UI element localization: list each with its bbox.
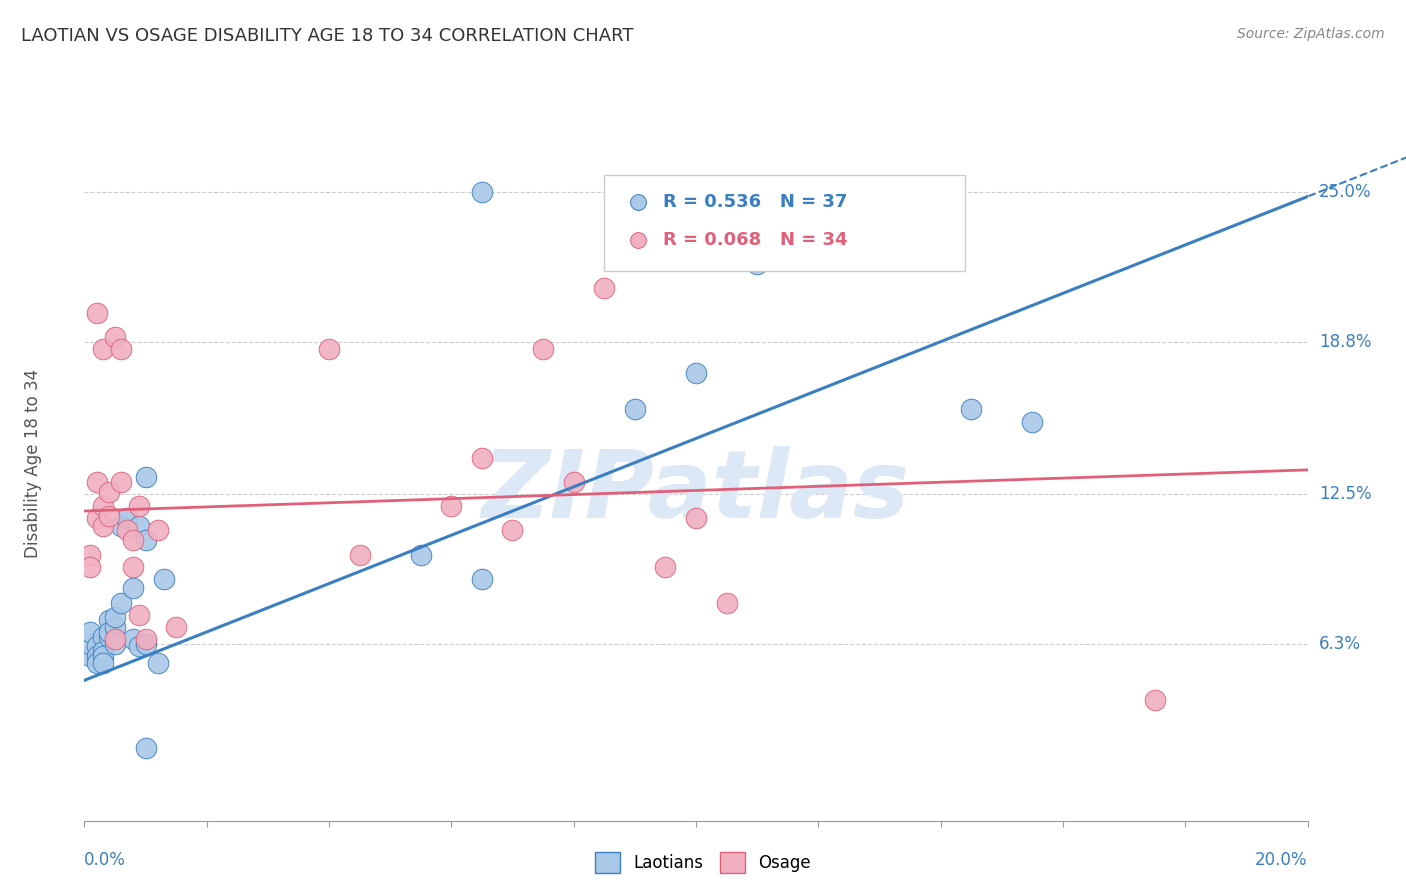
Point	[471, 572, 494, 586]
Point	[531, 342, 554, 356]
Text: R = 0.536   N = 37: R = 0.536 N = 37	[664, 193, 848, 211]
Point	[79, 637, 101, 651]
Point	[135, 741, 157, 756]
Point	[91, 630, 114, 644]
Point	[349, 548, 371, 562]
Text: 18.8%: 18.8%	[1319, 333, 1371, 351]
Point	[91, 644, 114, 658]
Point	[122, 533, 145, 547]
Point	[79, 649, 101, 664]
Text: 20.0%: 20.0%	[1256, 851, 1308, 869]
Text: Source: ZipAtlas.com: Source: ZipAtlas.com	[1237, 27, 1385, 41]
Point	[97, 484, 120, 499]
Point	[1021, 415, 1043, 429]
Point	[1143, 692, 1166, 706]
Point	[146, 524, 169, 538]
Point	[104, 632, 127, 647]
Point	[97, 624, 120, 639]
Point	[135, 632, 157, 647]
Point	[97, 613, 120, 627]
Point	[91, 657, 114, 671]
Point	[165, 620, 187, 634]
Point	[716, 596, 738, 610]
Point	[97, 630, 120, 644]
Point	[115, 524, 138, 538]
Point	[562, 475, 585, 489]
Point	[135, 533, 157, 547]
Text: Disability Age 18 to 34: Disability Age 18 to 34	[24, 369, 42, 558]
Point	[685, 511, 707, 525]
Point	[128, 499, 150, 513]
Point	[104, 610, 127, 624]
Text: 12.5%: 12.5%	[1319, 485, 1371, 503]
Point	[91, 342, 114, 356]
Point	[79, 548, 101, 562]
Text: R = 0.068   N = 34: R = 0.068 N = 34	[664, 232, 848, 250]
Text: 25.0%: 25.0%	[1319, 183, 1371, 201]
Point	[128, 640, 150, 654]
Point	[110, 518, 132, 533]
Point	[110, 342, 132, 356]
Point	[135, 637, 157, 651]
Point	[104, 620, 127, 634]
Point	[440, 499, 463, 513]
Point	[86, 511, 108, 525]
Point	[86, 657, 108, 671]
FancyBboxPatch shape	[605, 175, 965, 271]
Text: LAOTIAN VS OSAGE DISABILITY AGE 18 TO 34 CORRELATION CHART: LAOTIAN VS OSAGE DISABILITY AGE 18 TO 34…	[21, 27, 634, 45]
Point	[502, 524, 524, 538]
Text: 0.0%: 0.0%	[84, 851, 127, 869]
Point	[471, 450, 494, 465]
Point	[685, 366, 707, 380]
Point	[97, 508, 120, 523]
Point	[122, 582, 145, 596]
Point	[471, 185, 494, 199]
Point	[135, 470, 157, 484]
Point	[91, 649, 114, 664]
Point	[318, 342, 340, 356]
Point	[128, 518, 150, 533]
Point	[86, 306, 108, 320]
Point	[960, 402, 983, 417]
Point	[654, 559, 676, 574]
Point	[110, 596, 132, 610]
Point	[747, 257, 769, 271]
Point	[104, 637, 127, 651]
Text: 6.3%: 6.3%	[1319, 635, 1361, 653]
Point	[91, 518, 114, 533]
Point	[86, 640, 108, 654]
Point	[146, 657, 169, 671]
Text: ZIPatlas: ZIPatlas	[482, 446, 910, 539]
Point	[86, 649, 108, 664]
Point	[79, 624, 101, 639]
Point	[409, 548, 432, 562]
Legend: Laotians, Osage: Laotians, Osage	[588, 846, 818, 880]
Point	[624, 402, 647, 417]
Point	[91, 499, 114, 513]
Point	[593, 281, 616, 295]
Point	[153, 572, 176, 586]
Point	[110, 475, 132, 489]
Point	[79, 559, 101, 574]
Point	[122, 632, 145, 647]
Point	[104, 330, 127, 344]
Point	[128, 607, 150, 622]
Point	[122, 559, 145, 574]
Point	[86, 475, 108, 489]
Point	[115, 511, 138, 525]
